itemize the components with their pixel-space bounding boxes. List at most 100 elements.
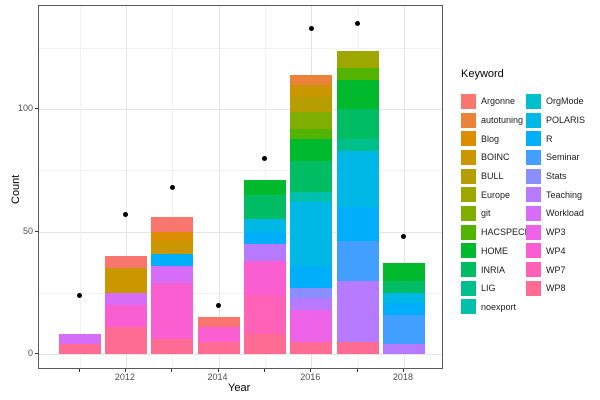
x-tick-label: 2014 — [207, 372, 228, 382]
bar-segment-LIG — [336, 138, 379, 151]
bar-segment-Teaching — [382, 344, 425, 354]
legend-swatch — [461, 131, 476, 147]
legend-item: Stats — [526, 167, 585, 186]
bar-segment-HOME — [243, 180, 286, 195]
legend-swatch — [461, 149, 476, 165]
legend-item: Europe — [461, 185, 533, 204]
legend-item-label: Europe — [481, 189, 511, 200]
bar-segment-HOME — [290, 138, 333, 161]
legend-swatch — [461, 262, 476, 278]
x-tick-mark — [124, 369, 126, 372]
bar-segment-Teaching — [336, 280, 379, 342]
legend-item-label: BOINC — [481, 152, 510, 163]
bar-segment-WP8 — [151, 339, 194, 354]
legend-item-label: OrgMode — [546, 96, 584, 107]
bar-segment-R — [151, 253, 194, 266]
x-axis-title: Year — [228, 382, 251, 394]
legend-item-label: POLARIS — [546, 115, 586, 126]
bar-segment-HACSPECIS — [336, 67, 379, 80]
bar-segment-INRIA — [382, 280, 425, 293]
x-gridline — [125, 6, 127, 368]
legend-swatch — [526, 243, 541, 259]
y-major-gridline — [39, 354, 442, 355]
bar-segment-WP8 — [290, 341, 333, 354]
data-point — [216, 302, 222, 308]
bar-segment-WP4 — [104, 305, 147, 328]
bar-segment-R — [382, 302, 425, 315]
bar-segment-Europe — [336, 50, 379, 68]
bar-segment-R — [336, 207, 379, 242]
bar-segment-git — [290, 111, 333, 129]
bar-segment-WP8 — [104, 327, 147, 354]
bar-segment-autotuning — [290, 75, 333, 85]
legend-swatch — [461, 224, 476, 240]
legend-swatch — [461, 280, 476, 296]
bar-segment-Workload — [58, 334, 101, 345]
bar-segment-WP4 — [151, 283, 194, 340]
legend-swatch — [461, 187, 476, 203]
legend-swatch — [526, 280, 541, 296]
legend-item: WP4 — [526, 242, 585, 261]
data-point — [262, 155, 268, 161]
legend-item-label: git — [481, 208, 491, 219]
bar-segment-WP8 — [336, 341, 379, 354]
bar-segment-WP7 — [243, 295, 286, 335]
bar-segment-WP8 — [197, 341, 240, 354]
legend-item-label: WP7 — [546, 264, 566, 275]
legend-item: Blog — [461, 129, 533, 148]
legend-item-label: WP3 — [546, 227, 566, 238]
legend-item: noexport — [461, 298, 533, 317]
bar-segment-HOME — [336, 79, 379, 110]
bar-segment-POLARIS — [382, 292, 425, 303]
bar-segment-BOINC — [151, 241, 194, 254]
bar-segment-HOME — [382, 263, 425, 281]
bar-segment-Seminar — [382, 314, 425, 345]
x-tick-mark — [402, 369, 404, 372]
bar-segment-WP4 — [197, 327, 240, 342]
bar-segment-Blog — [151, 231, 194, 242]
legend-item: WP3 — [526, 223, 585, 242]
legend-item: POLARIS — [526, 111, 585, 130]
legend-item: R — [526, 129, 585, 148]
bar-segment-INRIA — [290, 160, 333, 193]
legend-swatch — [461, 299, 476, 315]
legend-item-label: noexport — [481, 301, 517, 312]
bar-segment-Workload — [151, 265, 194, 284]
bar-segment-WP3 — [290, 309, 333, 342]
legend-swatch — [526, 112, 541, 128]
legend-item-label: Teaching — [546, 189, 583, 200]
legend-item: Workload — [526, 204, 585, 223]
bar-segment-BOINC — [104, 268, 147, 293]
bar-segment-POLARIS — [243, 219, 286, 232]
y-major-gridline — [39, 231, 442, 233]
data-point — [123, 212, 129, 218]
bar-segment-Argonne — [151, 216, 194, 232]
y-axis-title: Count — [10, 174, 22, 204]
legend-swatch — [526, 187, 541, 203]
y-minor-gridline — [39, 48, 442, 50]
legend-swatch — [526, 131, 541, 147]
x-tick-mark — [78, 369, 80, 372]
legend-item: OrgMode — [526, 92, 585, 111]
y-tick-label: 50 — [22, 225, 33, 236]
legend-item: HOME — [461, 242, 533, 261]
legend-item-label: HACSPECIS — [481, 227, 534, 238]
bar-segment-INRIA — [336, 109, 379, 139]
y-tick-label: 0 — [27, 348, 33, 358]
bar-segment-POLARIS — [336, 150, 379, 208]
data-point — [169, 185, 175, 191]
y-minor-gridline — [39, 292, 442, 294]
legend-item: BULL — [461, 167, 533, 186]
bar-segment-WP8 — [58, 344, 101, 354]
legend-item: WP8 — [526, 279, 585, 298]
legend-swatch — [461, 243, 476, 259]
legend-item-label: BULL — [481, 171, 504, 182]
bar-segment-Workload — [104, 292, 147, 306]
bar-segment-R — [290, 265, 333, 288]
y-tick-mark — [35, 353, 38, 354]
x-tick-mark — [263, 369, 265, 372]
x-tick-label: 2012 — [114, 372, 135, 382]
legend-item-label: HOME — [481, 245, 508, 256]
legend-item: HACSPECIS — [461, 223, 533, 242]
